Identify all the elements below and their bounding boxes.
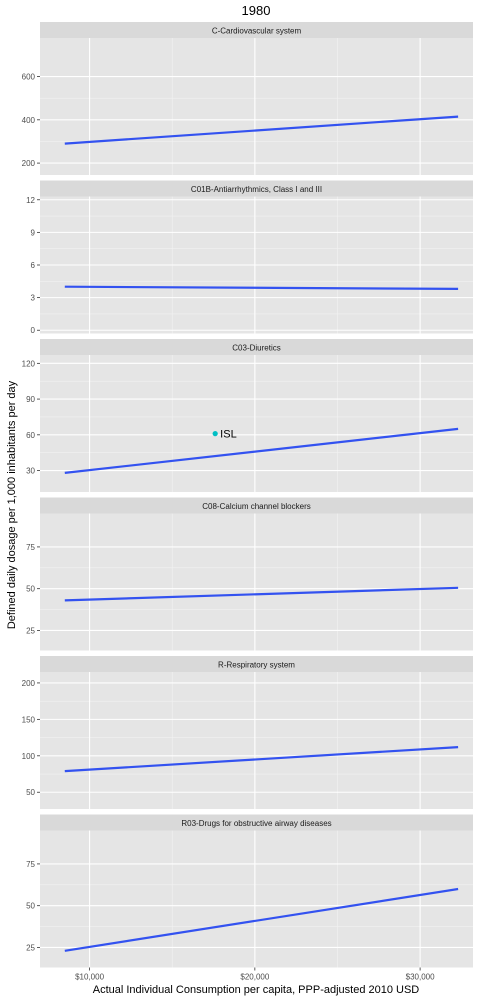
trend-line	[64, 285, 459, 290]
facet-strip	[40, 339, 473, 355]
y-tick-label: 75	[26, 543, 35, 552]
facet-strip-label: C-Cardiovascular system	[212, 27, 302, 36]
facet-panel: C03-Diuretics 30 60 90 120 ISL	[22, 339, 473, 492]
y-tick-label: 200	[22, 679, 36, 688]
data-point-label: ISL	[220, 429, 237, 441]
y-tick-label: 120	[22, 359, 36, 368]
panel-background	[40, 38, 473, 175]
y-axis-title: Defined daily dosage per 1,000 inhabitan…	[6, 380, 18, 629]
chart-title: 1980	[242, 3, 271, 18]
facet-strip-label: C03-Diuretics	[232, 344, 280, 353]
y-tick-label: 30	[26, 467, 35, 476]
facet-strip	[40, 180, 473, 197]
data-point	[212, 431, 218, 437]
y-tick-label: 90	[26, 395, 35, 404]
y-tick-label: 3	[31, 294, 36, 303]
y-tick-label: 150	[22, 715, 36, 724]
y-tick-label: 9	[31, 228, 36, 237]
y-tick-label: 25	[26, 626, 35, 635]
facet-panel: C-Cardiovascular system 200 400 600	[22, 22, 473, 175]
trend-line	[64, 887, 459, 952]
trend-line	[64, 427, 459, 474]
panel-background	[40, 513, 473, 651]
y-tick-label: 100	[22, 752, 36, 761]
x-tick-label: $10,000	[75, 973, 104, 982]
x-axis-title: Actual Individual Consumption per capita…	[93, 984, 420, 996]
trend-line	[64, 586, 459, 602]
facet-strip-label: R-Respiratory system	[218, 661, 295, 670]
y-tick-label: 50	[26, 902, 35, 911]
facet-panel: C08-Calcium channel blockers 25 50 75	[26, 497, 473, 651]
y-tick-label: 12	[26, 196, 35, 205]
facet-strip-label: C01B-Antiarrhythmics, Class I and III	[191, 185, 322, 194]
facet-panel: C01B-Antiarrhythmics, Class I and III 0 3 6…	[26, 180, 473, 335]
y-tick-label: 0	[31, 326, 36, 335]
y-tick-label: 600	[22, 73, 36, 82]
y-tick-label: 400	[22, 116, 36, 125]
facet-panel: R-Respiratory system 50 100 150 200	[22, 656, 473, 809]
facet-strip-label: C08-Calcium channel blockers	[202, 502, 311, 511]
y-tick-label: 25	[26, 943, 35, 952]
facet-strip-label: R03-Drugs for obstructive airway disease…	[181, 819, 331, 828]
x-tick-label: $20,000	[240, 973, 269, 982]
x-tick-label: $30,000	[406, 973, 435, 982]
y-tick-label: 50	[26, 788, 35, 797]
facet-panel: R03-Drugs for obstructive airway disease…	[26, 814, 473, 982]
panel-background	[40, 672, 473, 809]
trend-line	[64, 115, 459, 145]
facet-strip	[40, 814, 473, 831]
y-tick-label: 50	[26, 585, 35, 594]
facet-strip	[40, 656, 473, 672]
y-tick-label: 75	[26, 860, 35, 869]
y-tick-label: 60	[26, 431, 35, 440]
y-tick-label: 6	[31, 261, 36, 270]
y-tick-label: 200	[22, 159, 36, 168]
facet-strip	[40, 22, 473, 38]
trend-line	[64, 746, 459, 773]
chart-panels: C-Cardiovascular system200400600C01B-Ant…	[22, 22, 473, 982]
facet-strip	[40, 497, 473, 514]
panel-background	[40, 355, 473, 492]
